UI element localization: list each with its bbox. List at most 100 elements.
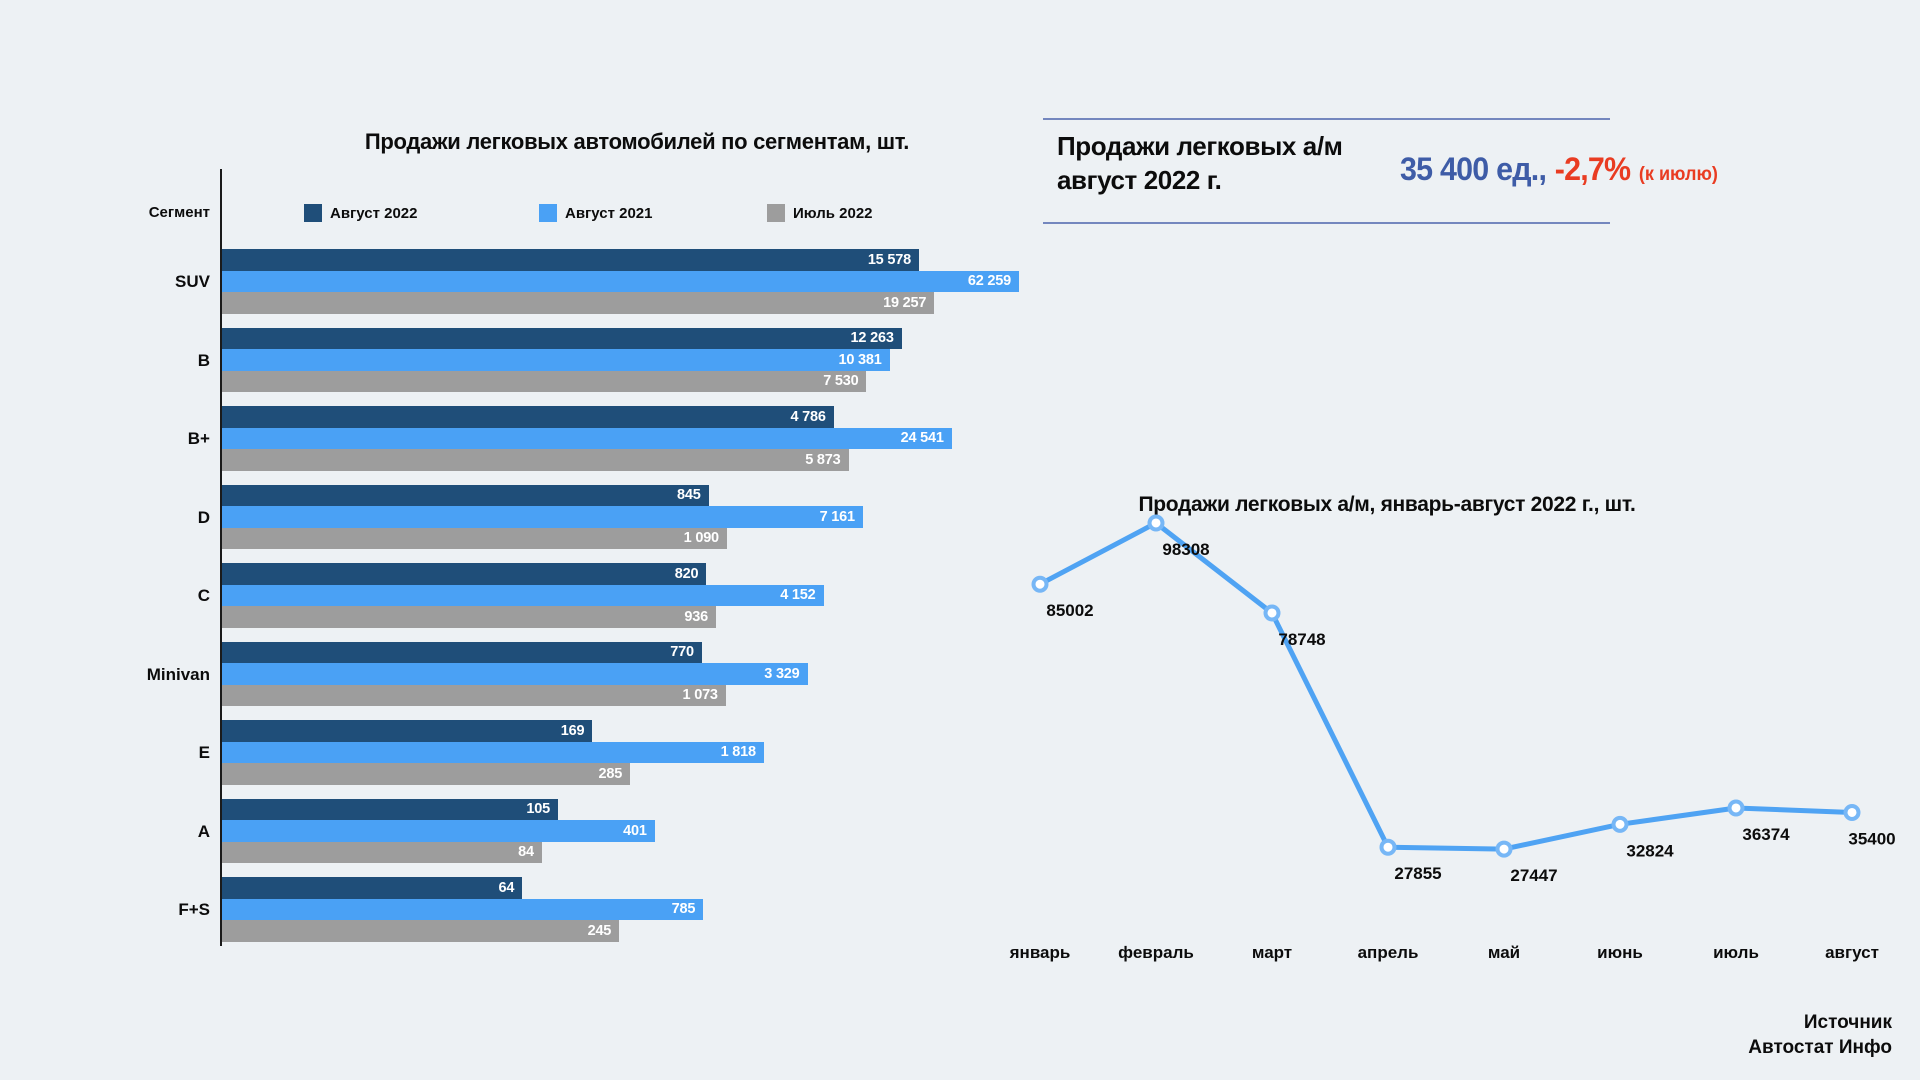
bar: 401 [222, 820, 655, 842]
bar-value-label: 1 818 [720, 744, 756, 761]
bar-category-label: B+ [187, 429, 210, 448]
bar: 62 259 [222, 270, 1019, 292]
month-label: январь [1009, 943, 1071, 962]
month-label: февраль [1118, 943, 1194, 962]
bar: 169 [222, 720, 593, 742]
bar-value-label: 84 [518, 844, 534, 861]
bar: 1 818 [222, 741, 764, 763]
bar-value-label: 820 [674, 565, 699, 582]
bar-value-label: 105 [526, 801, 550, 818]
line-point-value: 98308 [1162, 540, 1209, 559]
bar: 105 [222, 798, 558, 820]
bar-chart-axis-label: Сегмент [148, 204, 210, 221]
source-line1: Источник [1803, 1012, 1892, 1033]
bar-value-label: 845 [676, 487, 701, 504]
bar-value-label: 62 259 [967, 273, 1011, 290]
bar: 10 381 [222, 349, 890, 371]
source-line2: Автостат Инфо [1748, 1037, 1892, 1058]
summary-title: Продажи легковых а/м август 2022 г. [1057, 129, 1417, 197]
bar: 245 [222, 920, 620, 942]
summary-change: -2,7% [1554, 151, 1631, 187]
bar: 5 873 [222, 449, 849, 471]
line-point-value: 85002 [1046, 601, 1093, 620]
bar-value-label: 64 [498, 879, 515, 896]
legend-swatch-icon [539, 204, 557, 222]
bar: 24 541 [222, 427, 952, 449]
bar-category-label: C [197, 586, 210, 605]
bar: 820 [222, 563, 707, 585]
month-label: июнь [1597, 943, 1643, 962]
bar: 285 [222, 763, 631, 785]
bar-value-label: 4 152 [780, 587, 816, 604]
summary-divider-bottom [1043, 222, 1610, 224]
summary-change-note: (к июлю) [1638, 164, 1718, 185]
bar-value-label: 169 [560, 722, 585, 739]
month-label: май [1488, 943, 1520, 962]
month-label: июль [1713, 943, 1759, 962]
bar: 1 090 [222, 527, 727, 549]
legend-swatch-icon [304, 204, 322, 222]
line-chart-title: Продажи легковых а/м, январь-август 2022… [1138, 493, 1636, 516]
bar-value-label: 936 [684, 608, 708, 625]
bar-category-label: E [198, 743, 210, 762]
bar: 12 263 [222, 327, 902, 349]
bar: 64 [222, 877, 523, 899]
line-point [1495, 840, 1513, 858]
bar: 7 161 [222, 506, 863, 528]
bar: 770 [222, 641, 702, 663]
legend-swatch-icon [767, 204, 785, 222]
source-credit: Источник Автостат Инфо [1592, 1010, 1892, 1060]
line-point [1611, 815, 1629, 833]
line-point [1727, 799, 1745, 817]
bar-value-label: 401 [623, 822, 647, 839]
bar-category-label: A [197, 821, 210, 841]
line-point-value: 27855 [1394, 864, 1441, 883]
bar-value-label: 785 [671, 901, 696, 918]
legend-item-jul-2022: Июль 2022 [767, 204, 873, 222]
summary-title-line2: август 2022 г. [1057, 165, 1222, 195]
bar-value-label: 12 263 [850, 330, 894, 347]
bar-category-label: F+S [178, 900, 210, 919]
line-point-value: 32824 [1626, 841, 1674, 860]
bar-value-label: 3 329 [764, 665, 800, 682]
month-label: март [1252, 943, 1292, 962]
bar-value-label: 19 257 [883, 294, 927, 311]
bar: 785 [222, 898, 704, 920]
legend-label: Август 2022 [330, 204, 418, 222]
legend-label: Июль 2022 [793, 204, 873, 222]
line-point [1263, 604, 1281, 622]
summary-value-row: 35 400 ед., -2,7% (к июлю) [1400, 151, 1718, 188]
line-point [1031, 575, 1049, 593]
line-series [1037, 520, 1855, 852]
bar-category-label: D [197, 507, 210, 527]
bar-category-label: SUV [175, 272, 210, 291]
bar: 84 [222, 841, 542, 863]
line-point [1843, 803, 1861, 821]
bar-value-label: 7 530 [823, 373, 859, 390]
bar-value-label: 5 873 [805, 451, 841, 468]
bar-value-label: 770 [670, 644, 694, 661]
line-point-value: 36374 [1742, 825, 1790, 844]
bar-value-label: 7 161 [819, 508, 855, 525]
bar-chart-axis-line [220, 169, 222, 946]
bar: 1 073 [222, 684, 726, 706]
summary-value: 35 400 ед., [1400, 151, 1547, 187]
bar-value-label: 285 [598, 765, 623, 782]
bar-value-label: 4 786 [790, 408, 826, 425]
bar: 936 [222, 606, 716, 628]
line-chart-plot-area: 85002 январь 98308 февраль 78748 март 27855 апр… [1009, 514, 1896, 962]
bar: 15 578 [222, 249, 919, 271]
bar-value-label: 1 090 [683, 530, 719, 547]
line-point [1379, 838, 1397, 856]
bar: 3 329 [222, 663, 808, 685]
bar-category-label: Minivan [146, 664, 210, 684]
bar: 4 152 [222, 584, 824, 606]
line-point-value: 35400 [1848, 829, 1895, 848]
bar: 7 530 [222, 370, 867, 392]
bar-value-label: 245 [587, 922, 612, 939]
bar: 4 786 [222, 406, 834, 428]
summary-divider-top [1043, 118, 1610, 120]
bar: 19 257 [222, 292, 935, 314]
bar-value-label: 10 381 [838, 351, 882, 368]
